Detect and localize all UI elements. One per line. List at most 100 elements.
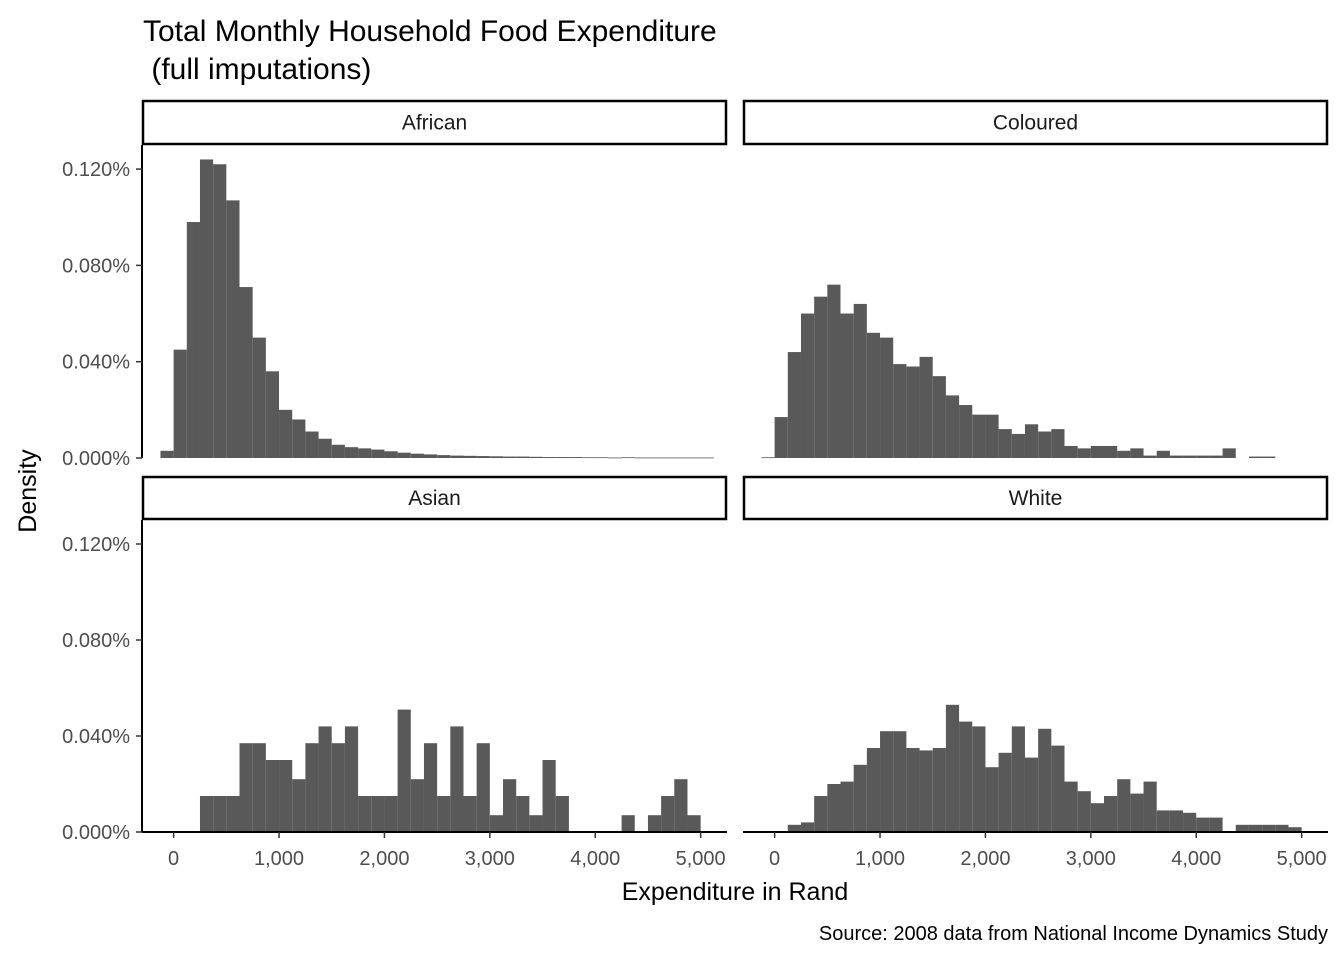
bar-asian [503, 779, 517, 832]
bar-white [1156, 810, 1170, 832]
bar-white [1143, 781, 1157, 832]
bar-coloured [1011, 433, 1025, 458]
bar-white [1038, 728, 1052, 832]
bar-coloured [814, 296, 828, 458]
bar-asian [423, 743, 438, 832]
bar-asian [331, 743, 345, 832]
bar-white [1130, 793, 1144, 832]
facet-white: White 0 1,000 2,000 3,000 4,000 5,000 [742, 475, 1329, 870]
facet-panels: African 0.000% 0.040% 0.080% 0.120% Coloured A… [62, 99, 1329, 870]
strip-label-african: African [402, 112, 467, 135]
bar-asian [410, 779, 424, 832]
strip-label-white: White [1009, 487, 1063, 510]
x-tick-label: 1,000 [254, 848, 304, 870]
bar-african [568, 457, 583, 458]
bar-white [840, 781, 854, 832]
strip-label-asian: Asian [408, 487, 461, 510]
bar-coloured [972, 414, 986, 458]
bar-african [160, 450, 174, 458]
bar-white [1248, 824, 1263, 832]
bar-african [516, 456, 530, 458]
bar-white [1209, 817, 1223, 832]
bar-white [1117, 779, 1131, 832]
bar-african [595, 457, 609, 459]
bar-african [371, 449, 385, 458]
bar-asian [516, 796, 530, 832]
bar-white [880, 731, 894, 832]
bar-asian [226, 796, 240, 832]
bar-white [1169, 810, 1184, 832]
bar-asian [213, 796, 227, 832]
bar-coloured [853, 303, 867, 458]
facet-coloured: Coloured [742, 99, 1329, 459]
y-tick-label: 0.000% [62, 448, 130, 470]
bar-white [1064, 781, 1078, 832]
bar-coloured [866, 332, 881, 458]
bar-asian [661, 796, 675, 832]
bar-asian [344, 726, 359, 832]
bar-coloured [1143, 455, 1157, 458]
bar-coloured [1051, 429, 1065, 458]
bar-coloured [1196, 455, 1210, 458]
bar-asian [305, 743, 319, 832]
bar-asian [476, 743, 490, 832]
bar-african [647, 457, 662, 459]
bar-asian [279, 760, 293, 832]
bar-asian [358, 796, 372, 832]
bar-african [265, 371, 280, 458]
bar-white [1024, 757, 1039, 832]
bar-african [555, 457, 569, 458]
bar-white [1183, 812, 1197, 832]
y-tick-label: 0.120% [62, 534, 130, 556]
bar-african [226, 200, 240, 458]
strip-african [141, 99, 728, 146]
bar-white [814, 796, 828, 832]
bar-white [866, 748, 881, 832]
bar-african [529, 456, 543, 458]
bar-asian [371, 796, 385, 832]
bar-asian [397, 709, 411, 832]
bar-white [959, 721, 973, 832]
bar-asian [318, 726, 332, 832]
y-tick-label: 0.040% [62, 726, 130, 748]
bar-white [1288, 827, 1302, 832]
bar-coloured [1064, 445, 1078, 458]
x-tick-label: 3,000 [1066, 848, 1116, 870]
bar-african [252, 337, 266, 458]
strip-white [742, 475, 1329, 521]
chart-title-line-1: Total Monthly Household Food Expenditure [143, 15, 717, 48]
bar-white [853, 764, 867, 832]
bar-asian [687, 815, 701, 832]
bar-asian [463, 796, 477, 832]
x-tick-label: 5,000 [1277, 848, 1327, 870]
bar-asian [450, 726, 464, 832]
bar-coloured [959, 405, 973, 458]
bar-african [239, 287, 253, 458]
y-tick-label: 0.040% [62, 352, 130, 374]
bar-white [827, 784, 841, 832]
bar-white [906, 748, 920, 832]
bar-african [634, 457, 648, 459]
bar-coloured [1024, 424, 1039, 458]
bar-coloured [880, 337, 894, 458]
bar-african [503, 456, 517, 458]
bar-african [437, 455, 451, 458]
bar-white [1235, 824, 1249, 832]
bar-asian [292, 779, 306, 832]
bar-african [621, 457, 635, 459]
bar-asian [674, 779, 688, 832]
bar-coloured [1156, 450, 1170, 458]
bar-asian [199, 796, 214, 832]
bar-white [893, 731, 907, 832]
x-tick-label: 5,000 [676, 848, 726, 870]
bar-coloured [1183, 455, 1197, 458]
bar-white [1262, 824, 1276, 832]
bar-coloured [1077, 448, 1091, 458]
strip-coloured [742, 99, 1329, 146]
x-tick-label: 2,000 [960, 848, 1010, 870]
bar-asian [621, 815, 635, 832]
bar-coloured [985, 414, 999, 458]
x-tick-label: 4,000 [570, 848, 620, 870]
x-tick-label: 0 [769, 848, 780, 870]
